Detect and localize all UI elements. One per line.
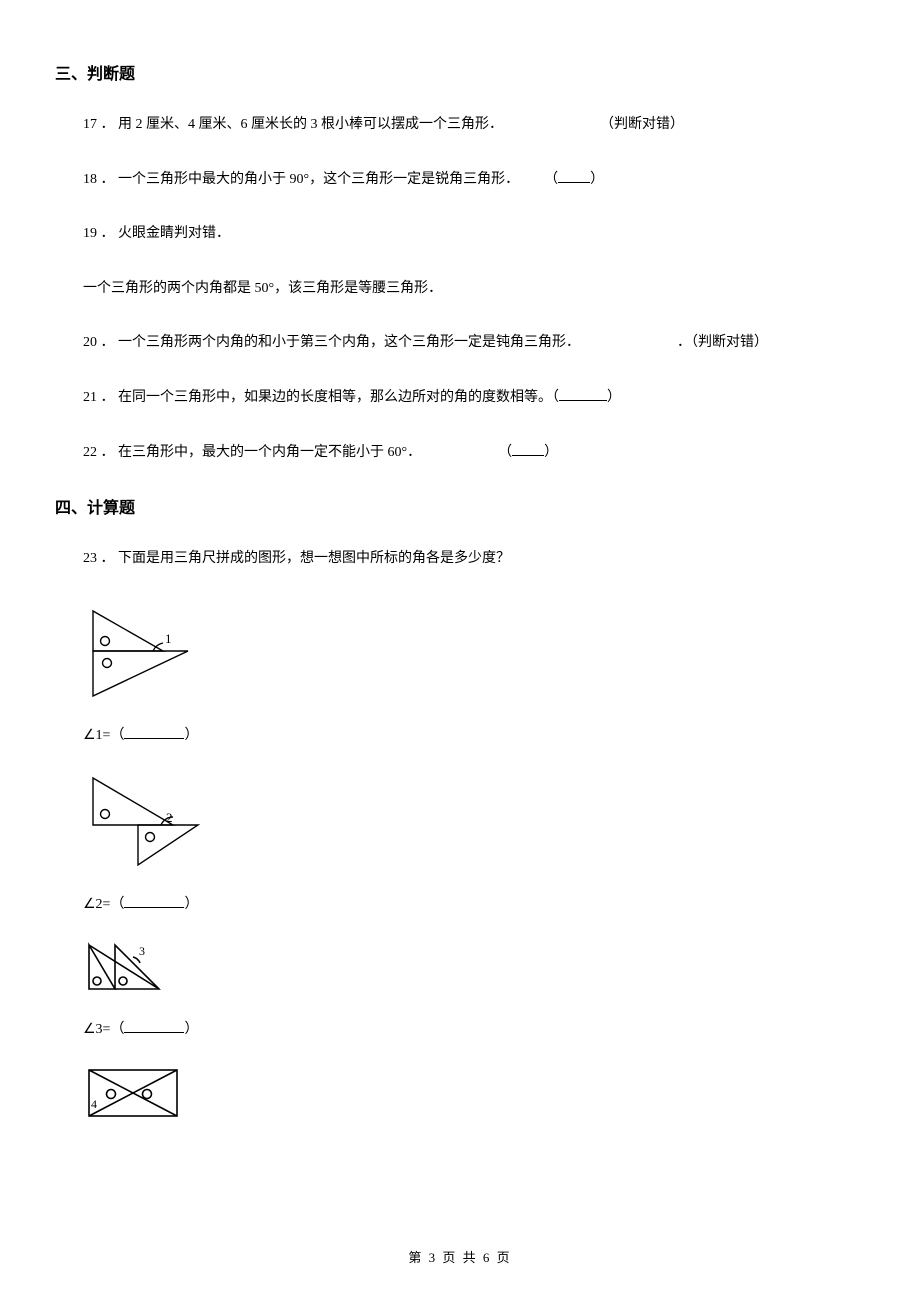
q18-text: 一个三角形中最大的角小于 90°，这个三角形一定是锐角三角形． [118,172,519,187]
q23-text: 下面是用三角尺拼成的图形，想一想图中所标的角各是多少度？ [118,551,510,566]
a1-label: ∠1= [83,728,110,743]
q18-paren-open: （ [544,172,558,187]
q19-text: 火眼金睛判对错． [118,226,230,241]
question-17: 17 ． 用 2 厘米、4 厘米、6 厘米长的 3 根小棒可以摆成一个三角形． … [83,112,865,139]
a1-blank [124,725,184,739]
q20-dot: ． [101,335,115,350]
q18-paren-close: ） [590,172,604,187]
diagram-4-svg: 4 [83,1064,183,1122]
section-4-header: 四、计算题 [55,494,865,518]
question-19-sub: 一个三角形的两个内角都是 50°，该三角形是等腰三角形． [83,276,865,303]
q22-paren-close: ） [544,445,558,460]
diagram-1-svg: 1 [83,601,193,701]
q22-num: 22 [83,445,97,460]
q18-blank [558,169,590,183]
a3-label: ∠3= [83,1022,110,1037]
q18-num: 18 [83,172,97,187]
question-19: 19 ． 火眼金睛判对错． [83,221,865,248]
a2-label: ∠2= [83,897,110,912]
diagram-4-label: 4 [91,1097,97,1111]
q21-num: 21 [83,390,97,405]
q22-text: 在三角形中，最大的一个内角一定不能小于 60°． [118,445,421,460]
q19-dot: ． [101,226,115,241]
q23-dot: ． [101,551,115,566]
q21-dot: ． [101,390,115,405]
section-3-header: 三、判断题 [55,60,865,84]
diagram-3: 3 [83,939,865,1000]
q22-blank [512,442,544,456]
q17-tail: （判断对错） [600,117,684,132]
a2-open: （ [110,897,124,912]
a1-close: ） [184,728,198,743]
diagram-2-label: 2 [166,810,173,825]
diagram-3-svg: 3 [83,939,163,995]
q17-dot: ． [101,117,115,132]
diagram-2: 2 [83,770,865,875]
diagram-1: 1 [83,601,865,706]
a3-blank [124,1019,184,1033]
answer-1: ∠1=（ ） [83,724,865,744]
question-21: 21 ． 在同一个三角形中，如果边的长度相等，那么边所对的角的度数相等。（ ） [83,385,865,412]
q21-paren-close: ） [607,390,621,405]
q19-num: 19 [83,226,97,241]
q21-text: 在同一个三角形中，如果边的长度相等，那么边所对的角的度数相等。（ [118,390,559,405]
question-23: 23 ． 下面是用三角尺拼成的图形，想一想图中所标的角各是多少度？ [83,546,865,573]
q21-blank [559,387,607,401]
q23-num: 23 [83,551,97,566]
a2-close: ） [184,897,198,912]
q20-tail: ．（判断对错） [677,335,768,350]
q17-num: 17 [83,117,97,132]
question-18: 18 ． 一个三角形中最大的角小于 90°，这个三角形一定是锐角三角形． （ ） [83,167,865,194]
diagram-4: 4 [83,1064,865,1127]
question-22: 22 ． 在三角形中，最大的一个内角一定不能小于 60°． （ ） [83,440,865,467]
q22-dot: ． [101,445,115,460]
a3-close: ） [184,1022,198,1037]
q18-dot: ． [101,172,115,187]
q22-paren-open: （ [498,445,512,460]
diagram-3-label: 3 [139,944,145,958]
q17-text: 用 2 厘米、4 厘米、6 厘米长的 3 根小棒可以摆成一个三角形． [118,117,503,132]
q20-text: 一个三角形两个内角的和小于第三个内角，这个三角形一定是钝角三角形． [118,335,580,350]
a3-open: （ [110,1022,124,1037]
diagram-2-svg: 2 [83,770,203,870]
q20-num: 20 [83,335,97,350]
a2-blank [124,894,184,908]
answer-2: ∠2=（ ） [83,893,865,913]
diagram-1-label: 1 [165,631,172,646]
a1-open: （ [110,728,124,743]
answer-3: ∠3=（ ） [83,1018,865,1038]
page-footer: 第 3 页 共 6 页 [0,1247,920,1266]
question-20: 20 ． 一个三角形两个内角的和小于第三个内角，这个三角形一定是钝角三角形． ．… [83,330,865,357]
